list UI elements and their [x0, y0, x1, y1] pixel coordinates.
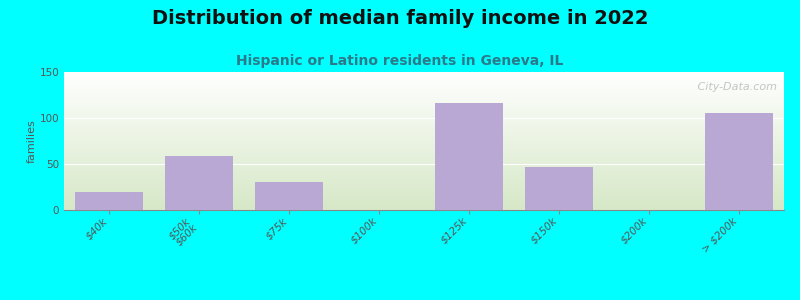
Bar	[526, 167, 593, 210]
Bar	[75, 192, 142, 210]
Bar	[255, 182, 322, 210]
Bar	[706, 113, 773, 210]
Bar	[166, 156, 233, 210]
Text: Hispanic or Latino residents in Geneva, IL: Hispanic or Latino residents in Geneva, …	[236, 54, 564, 68]
Text: City-Data.com: City-Data.com	[694, 82, 777, 92]
Y-axis label: families: families	[26, 119, 37, 163]
Text: Distribution of median family income in 2022: Distribution of median family income in …	[152, 9, 648, 28]
Bar	[435, 103, 502, 210]
